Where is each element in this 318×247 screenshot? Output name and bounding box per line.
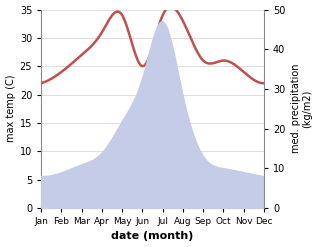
X-axis label: date (month): date (month) [111, 231, 194, 242]
Y-axis label: max temp (C): max temp (C) [5, 75, 16, 143]
Y-axis label: med. precipitation
(kg/m2): med. precipitation (kg/m2) [291, 64, 313, 153]
